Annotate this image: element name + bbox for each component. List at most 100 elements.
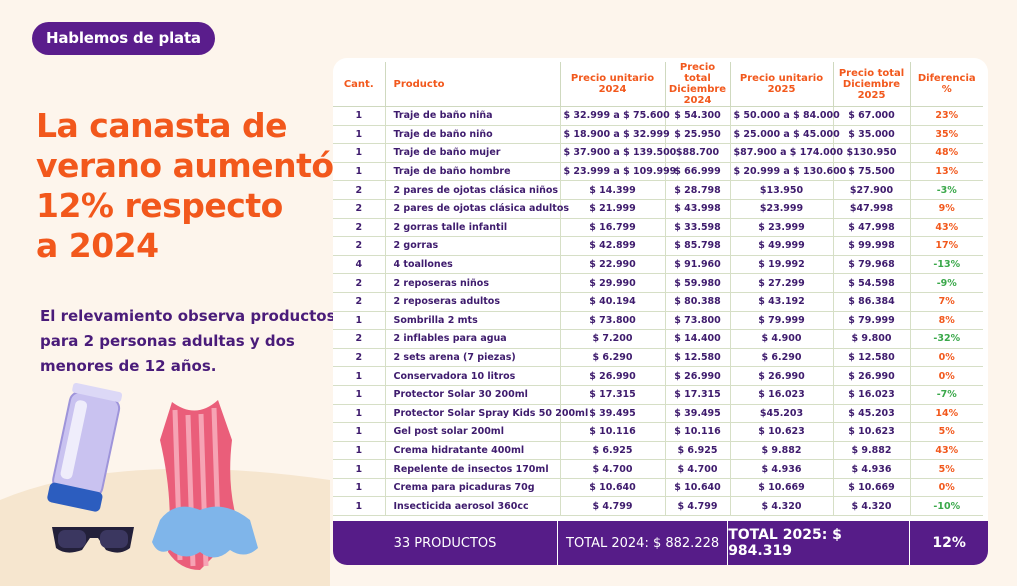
table-cell: $ 7.200	[559, 329, 665, 349]
table-cell: -10%	[909, 496, 983, 517]
table-body: 1 Traje de baño niña $ 32.999 a $ 75.600 $ …	[333, 106, 983, 517]
table-cell: $ 10.669	[832, 478, 910, 498]
table-cell: $ 4.799	[664, 496, 730, 517]
table-cell: $23.999	[729, 199, 833, 219]
description-line: para 2 personas adultas y dos	[40, 332, 295, 350]
table-cell: $ 4.799	[559, 496, 665, 517]
total-cell: TOTAL 2024: $ 882.228	[556, 521, 727, 565]
table-cell: 2 sets arena (7 piezas)	[384, 348, 560, 368]
table-cell: 43%	[909, 441, 983, 461]
sunglasses	[52, 527, 134, 553]
table-cell: $ 12.580	[664, 348, 730, 368]
table-cell: $ 26.990	[832, 366, 910, 386]
table-row: 1 Repelente de insectos 170ml $ 4.700 $ 4.7…	[333, 459, 983, 479]
table-cell: $ 42.899	[559, 236, 665, 256]
column-header: Producto	[384, 62, 560, 107]
table-cell: $ 26.990	[559, 366, 665, 386]
table-row: 1 Insecticida aerosol 360cc $ 4.799 $ 4.799…	[333, 496, 983, 517]
table-cell: $ 66.999	[664, 162, 730, 182]
table-cell: $ 18.900 a $ 32.999	[559, 125, 670, 145]
table-cell: -9%	[909, 273, 983, 293]
column-header: Precio total Diciembre 2024	[664, 62, 730, 107]
sunscreen-tube	[47, 382, 123, 512]
table-cell: 7%	[909, 292, 983, 312]
table-cell: $ 4.700	[664, 459, 730, 479]
table-cell: $ 16.799	[559, 218, 665, 238]
table-cell: 2 gorras	[384, 236, 560, 256]
table-row: 1 Traje de baño hombre $ 23.999 a $ 109.99…	[333, 162, 983, 182]
table-cell: Traje de baño hombre	[384, 162, 560, 182]
table-cell: 1	[333, 478, 385, 498]
table-cell: 1	[333, 125, 385, 145]
table-cell: 2	[333, 273, 385, 293]
table-cell: 1	[333, 143, 385, 163]
table-cell: 2	[333, 218, 385, 238]
table-cell: Traje de baño niño	[384, 125, 560, 145]
total-cell: 12%	[909, 521, 988, 565]
table-cell: $ 99.998	[832, 236, 910, 256]
table-cell: $ 6.925	[664, 441, 730, 461]
table-cell: $ 80.388	[664, 292, 730, 312]
table-cell: $ 17.315	[559, 385, 665, 405]
table-cell: 2	[333, 236, 385, 256]
table-cell: $ 49.999	[729, 236, 833, 256]
table-cell: 1	[333, 385, 385, 405]
illustration	[0, 382, 330, 586]
table-row: 1 Protector Solar Spray Kids 50 200ml $ 39…	[333, 404, 983, 424]
table-cell: $ 17.315	[664, 385, 730, 405]
table-cell: $ 9.800	[832, 329, 910, 349]
table-cell: 14%	[909, 404, 983, 424]
table-row: 1 Traje de baño mujer $ 37.900 a $ 139.500…	[333, 143, 983, 163]
table-cell: 2	[333, 329, 385, 349]
table-cell: $ 6.290	[559, 348, 665, 368]
headline-line: 12% respecto	[36, 186, 283, 225]
table-cell: 0%	[909, 348, 983, 368]
table-cell: 17%	[909, 236, 983, 256]
table-cell: $ 79.999	[729, 311, 833, 331]
table-cell: $ 21.999	[559, 199, 665, 219]
table-cell: $ 75.500	[832, 162, 910, 182]
table-cell: $ 12.580	[832, 348, 910, 368]
table-cell: $ 27.299	[729, 273, 833, 293]
table-cell: 2	[333, 348, 385, 368]
table-cell: 2 reposeras adultos	[384, 292, 560, 312]
table-cell: 1	[333, 106, 385, 126]
description: El relevamiento observa productos para 2 …	[40, 304, 336, 379]
table-cell: $ 79.999	[832, 311, 910, 331]
table-cell: $ 67.000	[832, 106, 910, 126]
swimsuit	[152, 400, 258, 570]
table-cell: $ 9.882	[729, 441, 833, 461]
column-header: Precio total Diciembre 2025	[832, 62, 910, 107]
table-cell: Protector Solar 30 200ml	[384, 385, 560, 405]
table-row: 1 Gel post solar 200ml $ 10.116 $ 10.116 $ 1…	[333, 422, 983, 442]
table-cell: 1	[333, 496, 385, 517]
table-cell: $ 20.999 a $ 130.600	[729, 162, 846, 182]
table-cell: $ 37.900 a $ 139.500	[559, 143, 676, 163]
table-cell: $87.900 a $ 174.000	[729, 143, 843, 163]
table-cell: Insecticida aerosol 360cc	[384, 496, 560, 517]
table-cell: $ 59.980	[664, 273, 730, 293]
table-cell: 2	[333, 180, 385, 200]
table-cell: $ 39.495	[559, 404, 665, 424]
badge: Hablemos de plata	[32, 22, 215, 55]
table-cell: $ 14.400	[664, 329, 730, 349]
table-cell: 0%	[909, 478, 983, 498]
table-cell: $88.700	[664, 143, 730, 163]
table-cell: $ 86.384	[832, 292, 910, 312]
table-cell: $47.998	[832, 199, 910, 219]
table-cell: $ 26.990	[664, 366, 730, 386]
header-row: Cant. Producto Precio unitario 2024 Precio …	[333, 62, 983, 107]
column-header: Precio unitario 2025	[729, 62, 833, 107]
table-cell: Conservadora 10 litros	[384, 366, 560, 386]
table-row: 1 Crema para picaduras 70g $ 10.640 $ 10.64…	[333, 478, 983, 498]
table-cell: $ 10.623	[729, 422, 833, 442]
table-cell: $ 10.116	[559, 422, 665, 442]
table-row: 1 Traje de baño niño $ 18.900 a $ 32.999 $ …	[333, 125, 983, 145]
table-cell: -3%	[909, 180, 983, 200]
table-row: 1 Crema hidratante 400ml $ 6.925 $ 6.925 $ 9…	[333, 441, 983, 461]
headline-line: a 2024	[36, 226, 159, 265]
table-cell: $ 40.194	[559, 292, 665, 312]
